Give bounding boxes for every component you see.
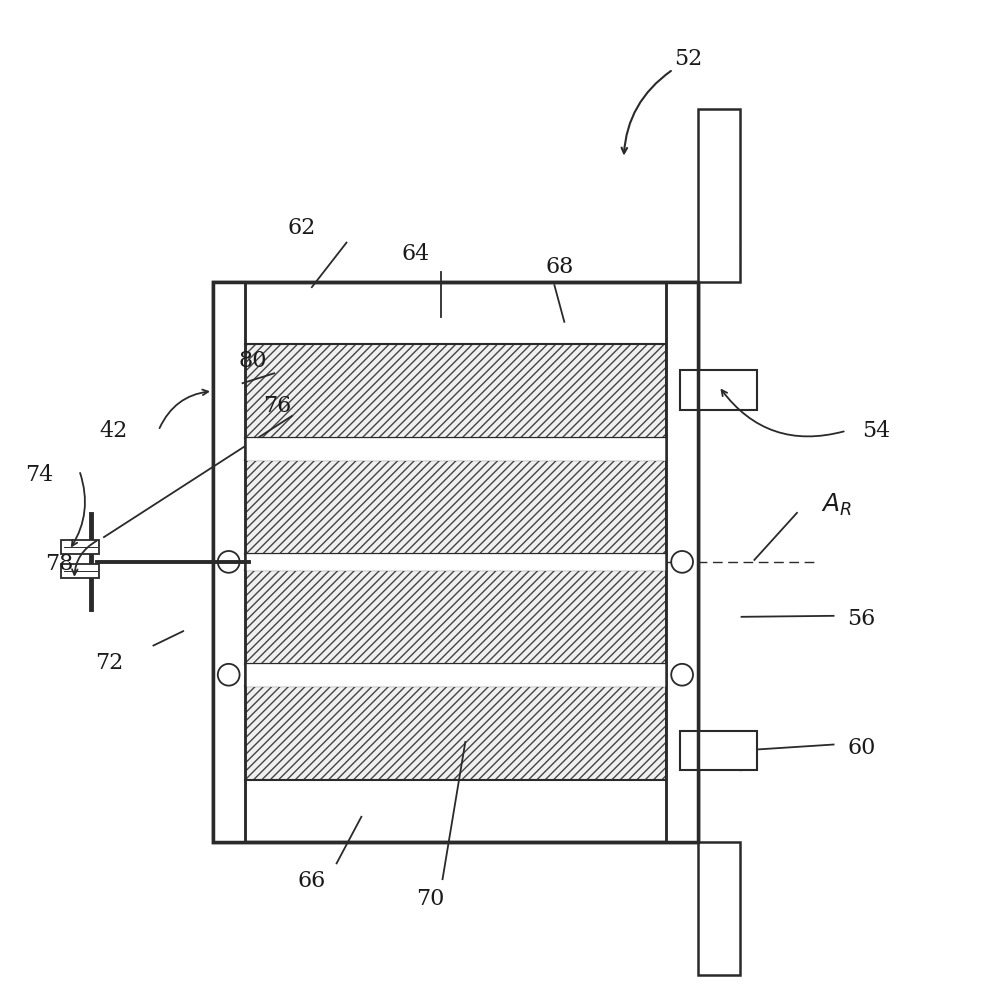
Text: 76: 76 xyxy=(263,395,291,417)
Bar xyxy=(245,664,666,686)
Text: 78: 78 xyxy=(46,553,73,575)
Bar xyxy=(666,282,698,842)
Bar xyxy=(245,570,666,664)
Bar xyxy=(698,109,740,282)
Text: 60: 60 xyxy=(847,736,875,758)
Text: 68: 68 xyxy=(545,256,573,278)
Bar xyxy=(666,282,698,842)
Bar xyxy=(213,282,698,842)
Circle shape xyxy=(671,551,693,573)
Bar xyxy=(245,438,666,460)
Bar xyxy=(213,282,245,842)
Bar xyxy=(213,282,245,842)
Bar xyxy=(61,540,99,554)
Text: 54: 54 xyxy=(862,420,890,442)
Bar xyxy=(245,460,666,554)
Text: 56: 56 xyxy=(847,608,875,630)
Text: 72: 72 xyxy=(95,652,123,674)
Bar xyxy=(680,731,757,770)
Circle shape xyxy=(218,551,240,573)
Text: 74: 74 xyxy=(26,464,53,486)
Text: 80: 80 xyxy=(239,350,266,372)
Text: 64: 64 xyxy=(402,243,430,265)
Circle shape xyxy=(671,664,693,686)
Text: $A_R$: $A_R$ xyxy=(821,492,852,518)
Bar xyxy=(61,564,99,578)
Text: 70: 70 xyxy=(417,888,445,910)
Bar xyxy=(698,842,740,975)
Bar xyxy=(680,370,757,410)
Bar xyxy=(245,686,666,780)
Text: 42: 42 xyxy=(100,420,128,442)
Bar xyxy=(213,282,698,842)
Text: 66: 66 xyxy=(298,870,326,892)
Text: 52: 52 xyxy=(674,48,702,70)
Circle shape xyxy=(218,664,240,686)
Bar xyxy=(245,554,666,570)
Text: 62: 62 xyxy=(288,217,316,239)
Bar xyxy=(245,344,666,438)
